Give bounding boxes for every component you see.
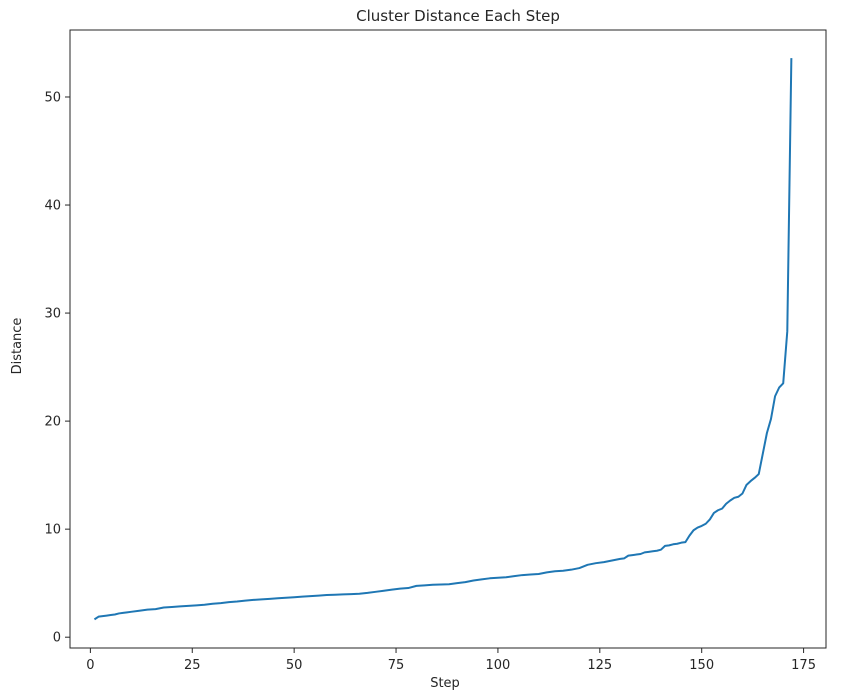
y-tick-label: 30: [44, 307, 61, 322]
y-tick-label: 40: [44, 199, 61, 214]
x-tick-label: 100: [486, 658, 511, 673]
y-axis-ticks: 0 10 20 30 40 50: [44, 90, 70, 646]
series-line-0: [93, 58, 793, 621]
plot-frame: [69, 29, 827, 649]
y-tick-label: 0: [53, 631, 61, 646]
y-tick-label: 20: [44, 415, 61, 430]
x-tick-label: 0: [86, 658, 94, 673]
x-tick-label: 75: [388, 658, 405, 673]
y-axis-label: Distance: [10, 318, 25, 375]
x-axis-ticks: 0 25 50 75 100 125 150 175: [86, 648, 816, 673]
x-tick-label: 175: [791, 658, 816, 673]
y-tick-label: 50: [44, 90, 61, 105]
chart-title: Cluster Distance Each Step: [356, 7, 560, 25]
x-tick-label: 50: [286, 658, 303, 673]
x-tick-label: 25: [184, 658, 201, 673]
y-tick-label: 10: [44, 523, 61, 538]
x-tick-label: 150: [689, 658, 714, 673]
plot-area: [69, 29, 827, 649]
x-tick-label: 125: [587, 658, 612, 673]
x-axis-label: Step: [430, 676, 460, 691]
